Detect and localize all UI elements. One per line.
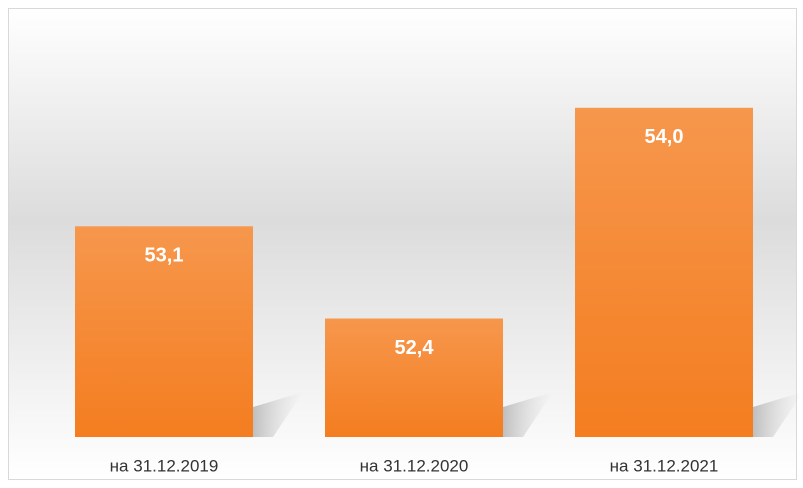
- bar-highlight: [325, 318, 503, 437]
- x-tick-label: на 31.12.2020: [360, 456, 469, 475]
- x-tick-label: на 31.12.2021: [610, 456, 719, 475]
- bar-shadow: [753, 392, 803, 437]
- bar-shadow: [503, 392, 553, 437]
- bar-shadow: [253, 392, 303, 437]
- bar-highlight: [75, 226, 253, 437]
- bar-highlight: [575, 107, 753, 437]
- value-label: 52,4: [395, 337, 435, 359]
- x-tick-label: на 31.12.2019: [110, 456, 219, 475]
- value-label: 54,0: [645, 126, 684, 148]
- value-label: 53,1: [145, 245, 184, 267]
